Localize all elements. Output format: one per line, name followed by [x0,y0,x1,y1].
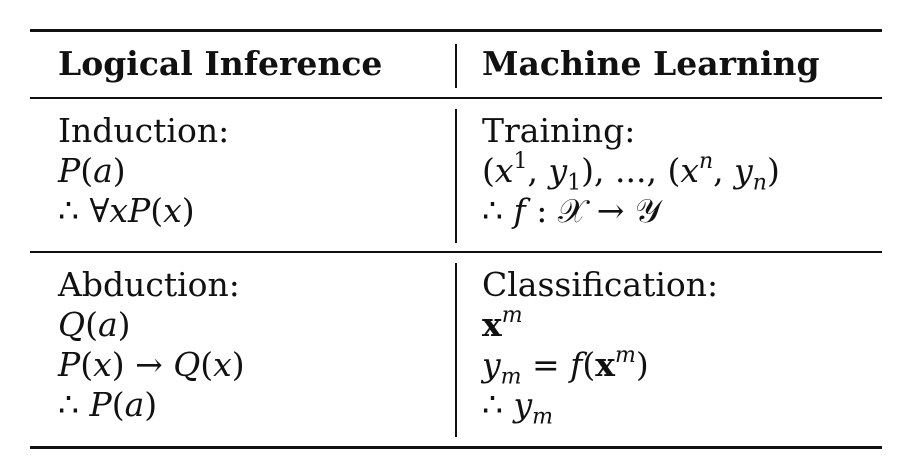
header-logical-inference: Logical Inference [58,44,383,83]
table-header-rule [30,97,882,99]
table-row-rule [30,251,882,253]
header-divider [455,44,457,88]
induction-cell: Induction: P(a) ∴ ∀xP(x) [58,111,229,231]
induction-title: Induction: [58,111,230,150]
table-bottom-rule [30,446,882,449]
abduction-rule: P(x) → Q(x) [58,345,245,384]
training-conclusion: ∴ f : 𝒳 → 𝒴 [482,191,661,230]
induction-premise: P(a) [58,151,126,190]
classification-input: xm [482,303,523,345]
classification-conclusion: ∴ ym [482,385,554,430]
abduction-title: Abduction: [58,265,240,304]
classification-cell: Classification: xm ym = f(xm) ∴ ym [482,265,719,430]
row1-divider [455,109,457,243]
abduction-cell: Abduction: Q(a) P(x) → Q(x) ∴ P(a) [58,265,245,425]
induction-conclusion: ∴ ∀xP(x) [58,191,195,230]
training-data: (x1, y1), ..., (xn, yn) [482,149,780,196]
classification-rule: ym = f(xm) [482,343,649,390]
training-cell: Training: (x1, y1), ..., (xn, yn) ∴ f : … [482,111,780,231]
header-machine-learning: Machine Learning [482,44,820,83]
classification-title: Classification: [482,265,719,304]
abduction-conclusion: ∴ P(a) [58,385,158,424]
training-title: Training: [482,111,636,150]
row2-divider [455,263,457,437]
table-top-rule [30,29,882,32]
abduction-observation: Q(a) [58,305,131,344]
